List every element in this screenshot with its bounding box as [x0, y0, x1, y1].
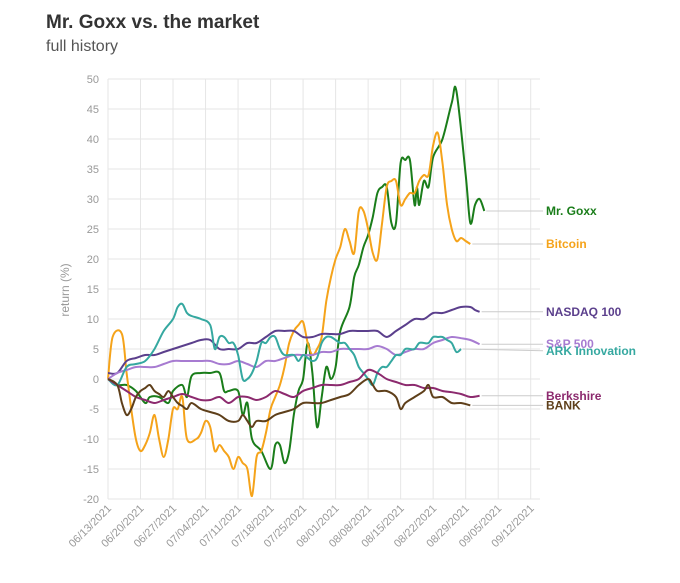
chart-title: Mr. Goxx vs. the market [46, 12, 260, 33]
series-line-bitcoin [107, 131, 471, 498]
y-tick-label: 10 [87, 314, 99, 326]
y-tick-label: 40 [87, 134, 99, 146]
y-tick-label: 45 [87, 104, 99, 116]
y-tick-label: 50 [87, 74, 99, 86]
series-line-mr-goxx [107, 85, 486, 471]
series-line-bank [107, 378, 471, 428]
series-label-nasdaq-100: NASDAQ 100 [546, 305, 622, 319]
y-tick-label: -10 [83, 434, 99, 446]
series-line-ark-innovation [107, 302, 462, 387]
series-label-s-p-500: S&P 500 [546, 337, 594, 351]
y-axis-label: return (%) [58, 263, 72, 316]
series-line-nasdaq-100 [107, 305, 480, 375]
series-label-mr-goxx: Mr. Goxx [546, 204, 597, 218]
series-label-berkshire: Berkshire [546, 389, 602, 403]
series-line-berkshire [107, 368, 480, 404]
y-tick-label: 25 [87, 224, 99, 236]
series-label-ark-innovation: ARK Innovation [546, 344, 636, 358]
y-tick-label: 35 [87, 164, 99, 176]
series-label-bitcoin: Bitcoin [546, 237, 587, 251]
y-tick-label: 0 [93, 374, 99, 386]
series-label-connector [463, 348, 544, 352]
y-tick-label: 5 [93, 344, 99, 356]
y-tick-label: -20 [83, 494, 99, 506]
series-lines [107, 85, 486, 498]
y-tick-label: -5 [89, 404, 99, 416]
y-tick-label: -15 [83, 464, 99, 476]
chart-subtitle: full history [46, 38, 119, 55]
series-label-bank: BANK [546, 398, 581, 412]
x-axis-ticks: 06/13/202106/20/202106/27/202107/04/2021… [67, 503, 537, 550]
y-tick-label: 30 [87, 194, 99, 206]
grid [107, 78, 540, 500]
y-tick-label: 20 [87, 254, 99, 266]
y-tick-label: 15 [87, 284, 99, 296]
